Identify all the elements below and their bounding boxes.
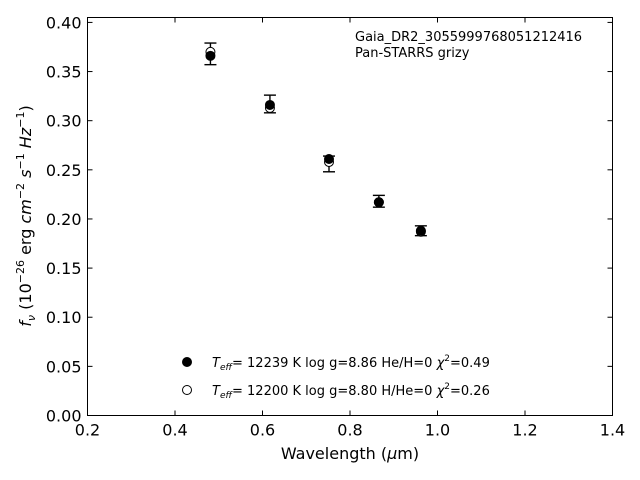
y-axis-label: fν (10−26 erg cm−2 s−1 Hz−1) [14,105,38,326]
data-points [205,46,426,237]
x-tick-label: 0.4 [162,421,187,440]
model-point-filled [415,225,426,236]
x-tick-label: 0.8 [337,421,362,440]
model-point-filled [205,50,216,61]
y-tick-label: 0.30 [46,112,82,131]
x-axis-label: Wavelength (μm) [281,444,419,463]
legend: Teff= 12239 K log g=8.86 He/H=0 χ2=0.49 … [182,354,490,401]
x-axis-ticks: 0.2 0.4 0.6 0.8 1.0 1.2 1.4 [75,17,625,440]
error-bars [204,42,427,237]
model-point-filled [324,154,334,165]
y-tick-label: 0.05 [46,357,82,376]
y-tick-label: 0.10 [46,308,82,327]
y-tick-label: 0.35 [46,63,82,82]
legend-marker-filled [182,357,192,367]
y-axis-ticks: 0.00 0.05 0.10 0.15 0.20 0.25 0.30 0.35 0.40 [46,13,613,426]
survey-annotation: Pan-STARRS grizy [355,46,470,61]
x-tick-label: 1.2 [512,421,537,440]
y-tick-label: 0.40 [46,13,82,32]
x-tick-label: 0.6 [250,421,275,440]
legend-marker-open [182,385,192,395]
model-point-filled [373,197,384,208]
x-tick-label: 0.2 [75,421,100,440]
model-point-filled [264,99,275,110]
x-tick-label: 1.4 [600,421,625,440]
y-tick-label: 0.00 [46,407,82,426]
y-tick-label: 0.15 [46,259,82,278]
legend-entry-1: Teff= 12239 K log g=8.86 He/H=0 χ2=0.49 [212,354,490,373]
y-tick-label: 0.20 [46,210,82,229]
star-id-annotation: Gaia_DR2_3055999768051212416 [355,30,582,45]
legend-entry-2: Teff= 12200 K log g=8.80 H/He=0 χ2=0.26 [212,382,490,401]
y-tick-label: 0.25 [46,161,82,180]
x-tick-label: 1.0 [425,421,450,440]
